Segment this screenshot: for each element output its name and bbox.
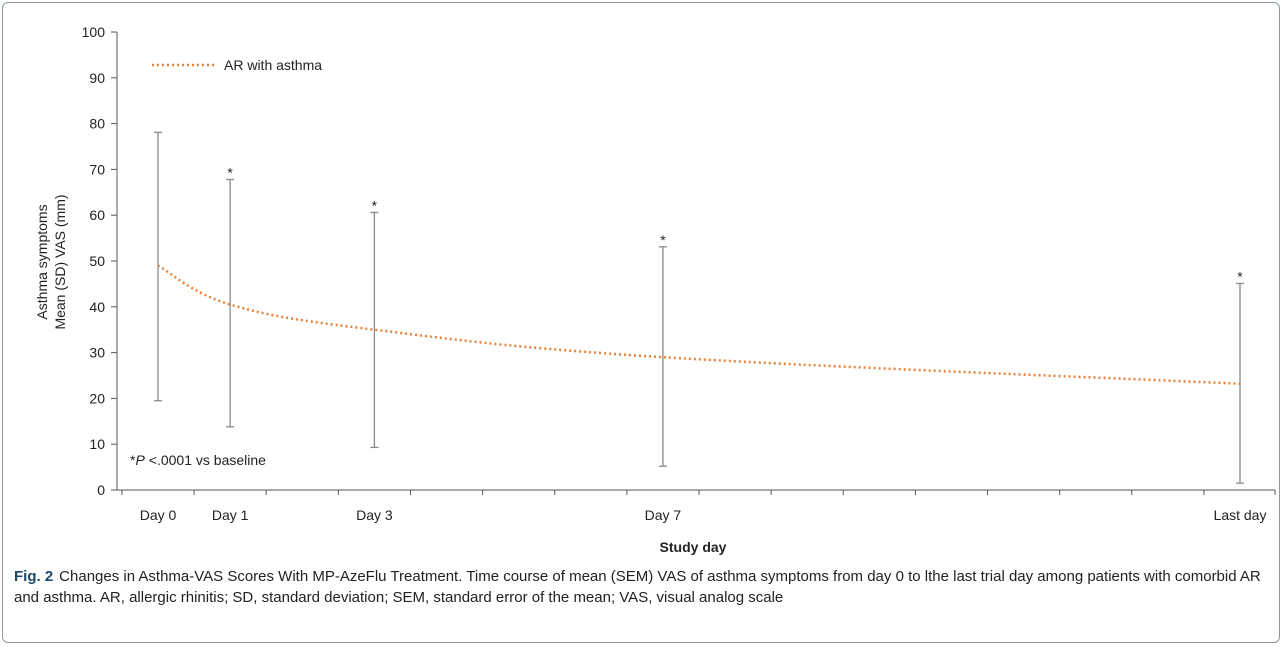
legend: AR with asthma	[152, 57, 322, 73]
significance-marker: *	[1237, 268, 1243, 284]
y-axis-title-line1: Asthma symptoms	[34, 204, 50, 319]
significance-marker: *	[660, 232, 666, 248]
y-axis: 0 10 20 30 40 50 60 70 80 90 100	[82, 24, 118, 498]
significance-note-text: <.0001 vs baseline	[149, 452, 266, 468]
significance-marker: *	[372, 197, 378, 213]
y-axis-title-line2: Mean (SD) VAS (mm)	[52, 194, 68, 329]
y-tick-label: 60	[89, 207, 105, 223]
y-tick-label: 30	[89, 345, 105, 361]
y-tick-label: 20	[89, 390, 105, 406]
significance-note: *P <.0001 vs baseline	[130, 452, 266, 468]
y-tick-label: 10	[89, 436, 105, 452]
y-tick-label: 50	[89, 253, 105, 269]
significance-note-marker: *	[130, 452, 136, 468]
legend-label: AR with asthma	[224, 57, 322, 73]
y-tick-label: 100	[82, 24, 106, 40]
x-tick-label: Day 3	[356, 507, 393, 523]
y-tick-label: 90	[89, 70, 105, 86]
caption-label: Fig. 2	[14, 568, 54, 585]
x-tick-label: Last day	[1214, 507, 1267, 523]
significance-markers: * * * *	[227, 164, 1243, 284]
y-tick-label: 0	[97, 482, 105, 498]
caption-text: Changes in Asthma-VAS Scores With MP-Aze…	[14, 568, 1261, 606]
significance-note-p: P	[135, 452, 145, 468]
x-tick-label: Day 7	[645, 507, 682, 523]
figure-caption: Fig. 2 Changes in Asthma-VAS Scores With …	[14, 566, 1270, 608]
x-axis-title: Study day	[660, 539, 727, 555]
series-lines	[157, 264, 1241, 385]
x-tick-label: Day 0	[140, 507, 177, 523]
x-axis: Day 0 Day 1 Day 3 Day 7 Last day	[117, 489, 1276, 523]
y-tick-label: 70	[89, 161, 105, 177]
error-bars	[154, 131, 1244, 484]
y-tick-label: 40	[89, 299, 105, 315]
y-tick-label: 80	[89, 116, 105, 132]
series-line-ar-with-asthma	[157, 264, 1241, 385]
significance-marker: *	[227, 164, 233, 180]
x-tick-label: Day 1	[212, 507, 249, 523]
